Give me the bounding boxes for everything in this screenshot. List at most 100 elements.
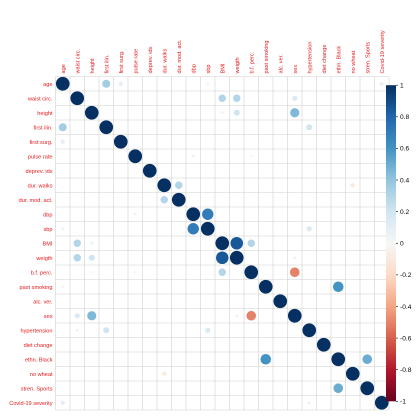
corr-circle-past-smoking-age [61, 285, 65, 289]
column-label-first-ilin: first ilin. [104, 54, 110, 73]
row-label-diet-change: diet change [24, 343, 53, 349]
corr-circle-stren-sports-stren-sports [360, 381, 375, 396]
corr-circle-hypertension-first-ilin [103, 327, 110, 334]
column-label-b-f-perc: b.f. perc. [249, 51, 255, 73]
row-label-height: height [37, 111, 53, 117]
row-label-first-ilin: first ilin. [34, 125, 53, 131]
corr-circle-age-age [55, 76, 70, 91]
row-label-no-wheat: no wheat [30, 372, 53, 378]
row-label-stren-sports: stren. Sports [21, 386, 53, 392]
corr-circle-b-f-perc-height [90, 271, 93, 274]
corr-circle-ethn-black-stren-sports [362, 354, 373, 365]
corr-circle-first-ilin-hypertension [306, 124, 313, 131]
corr-circle-bmi-b-f-perc [247, 239, 255, 247]
column-label-past-smoking: past smoking [264, 41, 270, 74]
column-label-pulse-rate: pulse rate [133, 49, 139, 74]
row-label-ethn-black: ethn. Black [25, 357, 53, 363]
column-label-deprev-idx: deprev. idx [148, 46, 154, 73]
corr-circle-dbp-sbp [202, 208, 214, 220]
corr-circle-bmi-height [90, 241, 94, 245]
corr-circle-b-f-perc-pulse-rate [134, 271, 137, 274]
correlation-circles [55, 76, 389, 410]
colorbar-tick-label: -0.2 [400, 272, 412, 279]
corr-circle-age-first-surg [118, 81, 123, 86]
corr-circle-ethn-black-ethn-black [331, 352, 346, 367]
corr-circle-height-bmi [220, 111, 224, 115]
column-label-covid-19-severity: Covid-19 severity [380, 30, 386, 73]
corr-circle-ethn-black-past-smoking [260, 353, 272, 365]
column-label-dur-mod-act: dur. mod. act. [177, 39, 183, 73]
column-label-weigth: weigth [235, 57, 241, 74]
row-label-past-smoking: past smoking [20, 285, 53, 291]
corr-circle-b-f-perc-bmi [218, 268, 226, 276]
corr-circle-diet-change-diet-change [316, 337, 331, 352]
corr-circle-sex-waist-circ [74, 313, 80, 319]
colorbar-tick-label: 0.4 [400, 177, 409, 184]
corr-circle-waist-circ-sex [292, 95, 298, 101]
corr-circle-b-f-perc-b-f-perc [244, 265, 259, 280]
corr-circle-hypertension-sbp [205, 327, 211, 333]
corr-circle-waist-circ-weigth [233, 94, 241, 102]
colorbar-tick-label: -1 [400, 399, 406, 406]
corr-circle-past-smoking-ethn-black [332, 281, 344, 293]
corr-circle-past-smoking-past-smoking [258, 279, 273, 294]
column-label-bmi: BMI [220, 63, 226, 73]
corr-circle-waist-circ-waist-circ [70, 91, 85, 106]
corr-circle-bmi-waist-circ [73, 239, 81, 247]
corr-circle-sbp-age [61, 227, 65, 231]
corr-circle-dur-mod-act-dur-walks [160, 196, 168, 204]
corr-circle-b-f-perc-sex [289, 267, 300, 278]
corr-circle-hypertension-hypertension [302, 323, 317, 338]
corr-circle-no-wheat-no-wheat [345, 366, 360, 381]
corr-circle-sbp-sbp [200, 221, 215, 236]
colorbar-tick-label: 0.2 [400, 209, 409, 216]
column-label-height: height [90, 58, 96, 74]
corr-circle-covid-19-severity-hypertension [307, 401, 311, 405]
corr-circle-pulse-rate-dbp [191, 154, 195, 158]
corr-circle-first-surg-first-surg [113, 134, 128, 149]
corr-circle-weigth-sex [293, 256, 297, 260]
corr-circle-pulse-rate-pulse-rate [128, 149, 143, 164]
colorbar-gradient [386, 85, 396, 402]
row-label-dur-mod-act: dur. mod. act. [19, 198, 53, 204]
corr-circle-dur-walks-no-wheat [350, 183, 355, 188]
column-label-age: age [61, 64, 67, 73]
column-label-sbp: sbp [206, 64, 212, 73]
row-label-b-f-perc: b.f. perc. [31, 270, 53, 276]
column-label-dur-walks: dur. walks [162, 48, 168, 73]
corr-circle-covid-19-severity-covid-19-severity [374, 395, 389, 410]
colorbar-tick-label: 1 [400, 83, 404, 90]
corr-circle-sbp-hypertension [306, 226, 312, 232]
row-label-covid-19-severity: Covid-19 severity [9, 401, 52, 407]
corr-circle-height-weigth [233, 109, 240, 116]
column-label-ethn-black: ethn. Black [336, 46, 342, 74]
corr-circle-first-ilin-age [58, 123, 67, 132]
colorbar-tick-label: -0.4 [400, 304, 412, 311]
colorbar-tick-label: -0.8 [400, 367, 412, 374]
column-label-waist-circ: waist circ. [75, 49, 81, 75]
row-label-age: age [43, 82, 52, 88]
column-label-hypertension: hypertension [307, 41, 313, 73]
corr-circle-first-surg-age [60, 139, 65, 144]
corr-circle-bmi-weigth [230, 236, 244, 250]
corr-circle-sex-weigth [235, 314, 239, 318]
corr-circle-bmi-bmi [215, 236, 230, 251]
row-label-sex: sex [44, 314, 53, 320]
row-label-sbp: sbp [43, 227, 52, 233]
corr-circle-sex-b-f-perc [246, 310, 257, 321]
corr-circle-weigth-waist-circ [73, 254, 81, 262]
corr-circle-covid-19-severity-age [60, 400, 65, 405]
row-label-bmi: BMI [43, 241, 53, 247]
corr-circle-age-sbp [206, 82, 210, 86]
row-label-pulse-rate: pulse rate [28, 154, 53, 160]
column-label-diet-change: diet change [322, 45, 328, 74]
corr-circle-weigth-bmi [215, 251, 229, 265]
colorbar-tick-label: 0.8 [400, 114, 409, 121]
corr-circle-dbp-dbp [186, 207, 201, 222]
column-label-stren-sports: stren. Sports [365, 42, 371, 74]
row-label-dbp: dbp [43, 212, 52, 218]
colorbar-tick-label: 0 [400, 241, 404, 248]
column-label-dbp: dbp [191, 64, 197, 73]
corr-circle-stren-sports-ethn-black [333, 383, 344, 394]
